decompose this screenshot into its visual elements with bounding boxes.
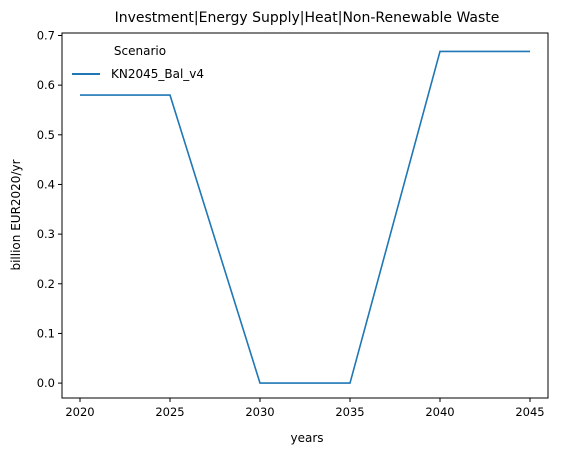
x-tick-label: 2045: [515, 405, 544, 419]
y-tick-label: 0.0: [37, 376, 55, 390]
x-tick-label: 2020: [65, 405, 94, 419]
series-line-0: [80, 50, 530, 384]
legend-label: KN2045_Bal_v4: [111, 67, 204, 81]
x-tick-label: 2040: [425, 405, 454, 419]
y-tick-label: 0.2: [37, 277, 55, 291]
legend: Scenario KN2045_Bal_v4: [72, 44, 204, 81]
x-tick-label: 2030: [245, 405, 274, 419]
y-tick-label: 0.7: [37, 28, 55, 42]
y-tick-label: 0.5: [37, 128, 55, 142]
x-axis-ticks: 2020 2025 2030 2035 2040 2045: [65, 398, 545, 419]
x-tick-label: 2025: [155, 405, 184, 419]
y-tick-label: 0.4: [37, 177, 55, 191]
y-tick-label: 0.3: [37, 227, 55, 241]
plot-area-frame: [61, 32, 549, 399]
legend-title: Scenario: [114, 44, 166, 58]
x-tick-label: 2035: [335, 405, 364, 419]
series-layer: [80, 50, 530, 384]
chart-title: Investment|Energy Supply|Heat|Non-Renewa…: [115, 10, 500, 26]
x-axis-label: years: [290, 431, 323, 445]
y-axis-ticks: 0.0 0.1 0.2 0.3 0.4 0.5 0.6 0.7: [37, 28, 62, 390]
y-tick-label: 0.1: [37, 326, 55, 340]
y-axis-label: billion EUR2020/yr: [9, 159, 23, 270]
y-tick-label: 0.6: [37, 78, 55, 92]
